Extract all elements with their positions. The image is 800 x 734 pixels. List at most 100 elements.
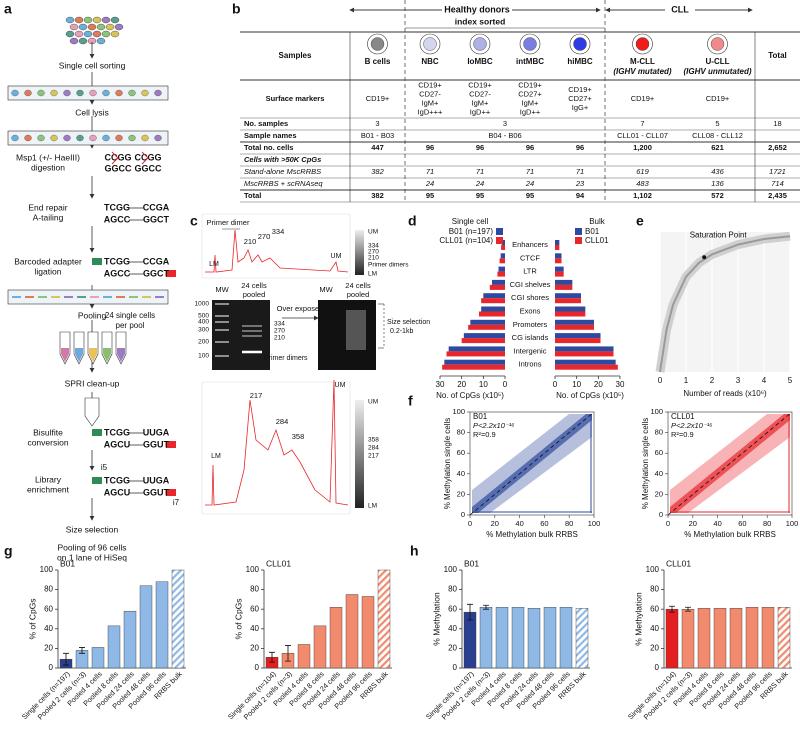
table-cell: Surface markers [266, 94, 325, 103]
step-label: Library [35, 474, 62, 484]
bar [123, 610, 137, 669]
y-tick-label: 20 [457, 489, 465, 498]
table-cell: No. samples [244, 119, 288, 128]
annotation: R²=0.9 [473, 430, 496, 439]
sequence: AGCC [104, 214, 131, 224]
scale-label: LM [368, 503, 377, 510]
density-edge [472, 511, 592, 513]
step-label: Pooling [78, 310, 107, 320]
table-cell: IgG+ [572, 103, 589, 112]
ladder-label: 300 [198, 327, 209, 334]
scale-label: UM [368, 399, 378, 406]
y-tick-label: 0 [461, 510, 465, 519]
sequence: CCGA [143, 202, 170, 212]
bar [495, 607, 509, 669]
label-bg [442, 4, 512, 16]
group-header: CLL [671, 4, 689, 14]
bar [470, 319, 505, 325]
legend-swatch [496, 228, 503, 235]
table-cell: B01 - B03 [361, 131, 394, 140]
tube-liquid [61, 348, 69, 362]
table-cell: 95 [526, 191, 534, 200]
cell [96, 23, 106, 31]
table-cell: IgD++ [520, 107, 541, 116]
step-label: on 1 lane of HiSeq [57, 552, 127, 562]
table-cell: CD27+ [518, 89, 542, 98]
x-tick-label: 30 [616, 380, 625, 389]
sequence: AGCC [104, 268, 131, 278]
table-cell: 18 [773, 119, 781, 128]
y-tick-label: 40 [650, 624, 659, 633]
well-cell [128, 89, 136, 97]
gel-smear [346, 310, 366, 350]
sequence: TCGG [104, 475, 130, 485]
sequence: UUGA [143, 427, 170, 437]
table-cell: 3 [503, 119, 507, 128]
table-cell: CD19+ [706, 94, 730, 103]
bar [555, 245, 560, 250]
cell [92, 16, 102, 24]
table-cell: Sample names [244, 131, 297, 140]
cell [110, 30, 120, 38]
bar [555, 338, 601, 344]
bar [543, 607, 557, 669]
error-bar [79, 647, 85, 654]
label-bg [665, 4, 695, 16]
cut-mark [111, 151, 149, 165]
sequence: GGCC [135, 163, 163, 173]
cell-icon [635, 37, 650, 51]
well-cell [11, 134, 19, 142]
sequence: GGCC [105, 163, 133, 173]
table-cell: CD19+ [418, 80, 442, 89]
group-header: Healthy donors [444, 4, 510, 14]
well-cell [63, 134, 71, 142]
legend-label: B01 (n=197) [449, 227, 494, 236]
step-label: enrichment [27, 484, 70, 494]
cell [74, 16, 84, 24]
well-cell [63, 89, 71, 97]
bar [345, 594, 359, 669]
bar [329, 607, 343, 669]
sequence: TCGG [104, 256, 130, 266]
step-label: conversion [27, 437, 68, 447]
table-cell: 2,652 [768, 143, 787, 152]
table-cell: 1721 [769, 167, 786, 176]
bar [665, 609, 679, 669]
legend-swatch [496, 237, 503, 244]
column-header: Samples [279, 51, 312, 60]
saturation-point [702, 255, 707, 260]
table-cell: 24 [525, 179, 534, 188]
legend-title: Single cell [452, 217, 489, 226]
y-tick-label: 80 [448, 585, 457, 594]
bar [107, 625, 121, 669]
band-label: Primer dimers [264, 355, 308, 362]
bar [713, 608, 727, 669]
y-tick-label: 0 [655, 663, 660, 672]
x-axis-label: No. of CpGs (x10⁵) [556, 391, 624, 400]
x-tick-label: 0 [468, 519, 472, 528]
plot-title: CLL01 [266, 558, 291, 568]
x-tick-label: 5 [788, 376, 793, 385]
bar [555, 311, 586, 317]
bar [745, 607, 759, 669]
gel-strip [355, 400, 364, 508]
bar [463, 611, 477, 669]
y-tick-label: 40 [448, 624, 457, 633]
error-bar [285, 645, 291, 662]
cell [92, 30, 102, 38]
category-label: Introns [519, 360, 542, 369]
x-tick-label: 100 [786, 519, 799, 528]
category-label: CGI shelves [510, 280, 551, 289]
bar [500, 253, 505, 259]
bar [555, 306, 586, 312]
panel-label: a [4, 1, 12, 17]
cell-icon [473, 37, 487, 51]
sequence: TCGG [104, 427, 130, 437]
scale-label: LM [368, 271, 377, 278]
well-cell [102, 89, 110, 97]
x-tick-label: 0 [666, 519, 670, 528]
adapter [166, 489, 176, 496]
gel-label: MW [215, 285, 229, 294]
column-header: M-CLL [630, 57, 655, 66]
annotation: Saturation Point [690, 230, 748, 239]
